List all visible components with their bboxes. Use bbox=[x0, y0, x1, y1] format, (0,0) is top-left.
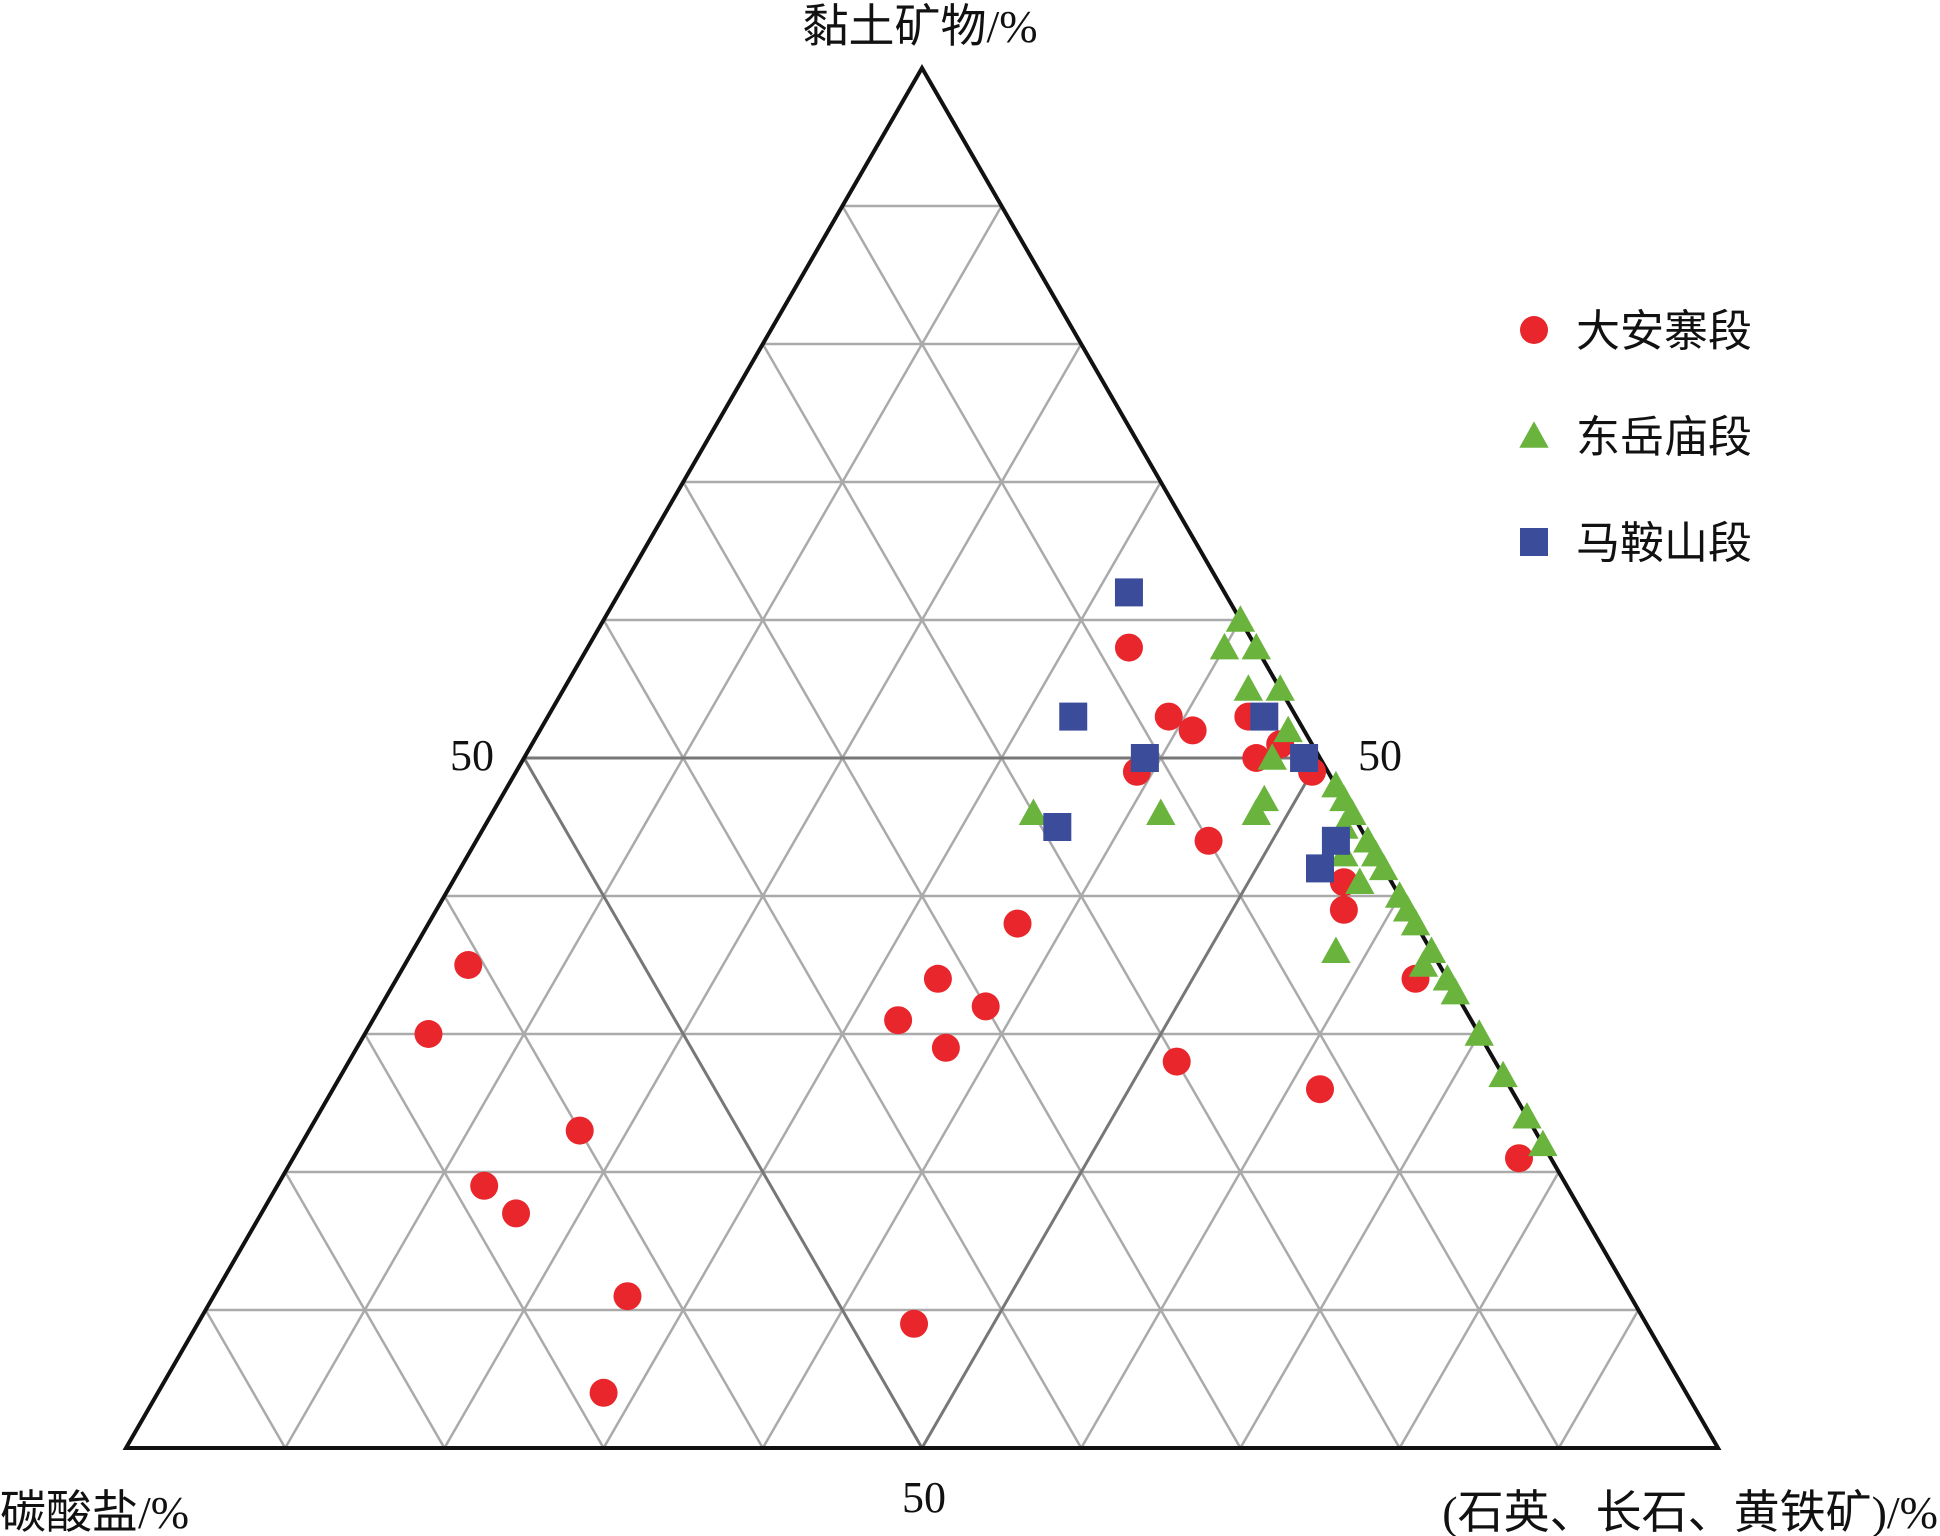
tick-label-left-edge: 50 bbox=[450, 731, 494, 780]
legend-label: 马鞍山段 bbox=[1576, 518, 1752, 569]
triangle-point bbox=[1241, 632, 1272, 660]
square-point bbox=[1250, 702, 1279, 731]
square-point bbox=[1306, 854, 1334, 883]
square-point bbox=[1114, 578, 1143, 607]
circle-point bbox=[1003, 909, 1032, 938]
ternary-frame bbox=[122, 63, 1722, 1450]
circle-point bbox=[470, 1171, 499, 1200]
grid-line-qfp bbox=[284, 1171, 446, 1449]
circle-point bbox=[1505, 1144, 1533, 1173]
axis-label-top: 黏土矿物/% bbox=[802, 1, 1037, 52]
circle-point bbox=[1306, 1075, 1334, 1104]
circle-point bbox=[931, 1033, 960, 1062]
triangle-point bbox=[1257, 743, 1287, 770]
circle-point bbox=[900, 1309, 929, 1338]
legend-marker-triangle bbox=[1519, 421, 1549, 448]
triangle-point bbox=[1146, 798, 1176, 825]
triangle-point bbox=[1273, 715, 1303, 743]
grid-line-qfp bbox=[363, 1033, 605, 1449]
grid-line-qfp bbox=[522, 757, 924, 1449]
square-point bbox=[1043, 813, 1072, 841]
circle-point bbox=[1114, 633, 1143, 662]
square-point bbox=[1130, 744, 1159, 772]
legend-label: 大安寨段 bbox=[1576, 306, 1752, 357]
triangle-point bbox=[1528, 1129, 1558, 1157]
ternary-grid bbox=[204, 204, 1640, 1449]
square-point bbox=[1321, 826, 1350, 855]
circle-point bbox=[1154, 702, 1183, 731]
circle-point bbox=[923, 964, 952, 993]
triangle-point bbox=[1512, 1102, 1542, 1129]
triangle-point bbox=[1209, 632, 1240, 660]
circle-point bbox=[613, 1282, 642, 1311]
grid-line-qfp bbox=[841, 205, 1560, 1449]
data-points bbox=[414, 578, 1558, 1407]
circle-point bbox=[1162, 1047, 1191, 1076]
grid-line-carbonate bbox=[1557, 1309, 1640, 1449]
triangle-point bbox=[1408, 950, 1439, 977]
square-point bbox=[1290, 744, 1319, 772]
triangle-point bbox=[1321, 936, 1351, 963]
triangle-point bbox=[1225, 605, 1256, 632]
triangle-point bbox=[1265, 674, 1295, 701]
circle-point bbox=[414, 1020, 443, 1048]
grid-line-carbonate bbox=[1080, 895, 1401, 1449]
circle-point bbox=[589, 1378, 618, 1407]
grid-line-carbonate bbox=[1239, 1033, 1481, 1449]
triangle-point bbox=[1464, 1019, 1494, 1046]
circle-point bbox=[454, 951, 483, 979]
legend-marker-square bbox=[1520, 528, 1548, 556]
triangle-point bbox=[1018, 798, 1049, 825]
series-triangle bbox=[1018, 605, 1558, 1157]
grid-line-carbonate bbox=[284, 205, 1003, 1449]
circle-point bbox=[502, 1199, 531, 1228]
triangle-point bbox=[1345, 867, 1375, 894]
grid-line-qfp bbox=[682, 481, 1242, 1449]
triangle-point bbox=[1400, 908, 1431, 936]
circle-point bbox=[971, 992, 1000, 1021]
series-square bbox=[1043, 578, 1350, 883]
tick-label-right-edge: 50 bbox=[1358, 731, 1402, 780]
axis-label-right: (石英、长石、黄铁矿)/% bbox=[1442, 1487, 1938, 1536]
triangle-point bbox=[1368, 853, 1399, 881]
grid-line-carbonate bbox=[602, 481, 1162, 1449]
triangle-point bbox=[1233, 674, 1264, 701]
grid-line-carbonate bbox=[920, 757, 1322, 1449]
grid-line-carbonate bbox=[1398, 1171, 1560, 1449]
circle-point bbox=[565, 1116, 594, 1145]
grid-line-qfp bbox=[204, 1309, 287, 1449]
tick-label-bottom-edge: 50 bbox=[902, 1473, 946, 1522]
triangle-point bbox=[1241, 798, 1272, 825]
triangle-point bbox=[1440, 977, 1471, 1005]
triangle-point bbox=[1249, 784, 1279, 812]
circle-point bbox=[1329, 895, 1358, 924]
circle-point bbox=[1194, 826, 1223, 855]
triangle-point bbox=[1488, 1060, 1518, 1088]
axis-label-left: 碳酸盐/% bbox=[0, 1487, 189, 1536]
legend-marker-circle bbox=[1520, 316, 1548, 344]
circle-point bbox=[1178, 716, 1207, 745]
square-point bbox=[1059, 702, 1088, 731]
grid-line-qfp bbox=[443, 895, 764, 1449]
legend-label: 东岳庙段 bbox=[1576, 412, 1752, 463]
circle-point bbox=[884, 1006, 913, 1035]
